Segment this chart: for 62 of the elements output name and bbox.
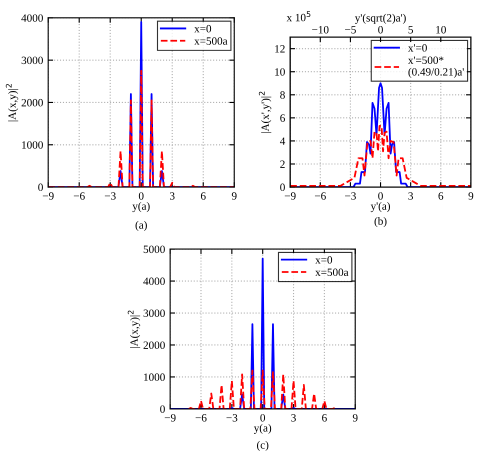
y-axis-title: |A(x',y')|$^{2}$ bbox=[258, 92, 272, 133]
x-tick-label: −6 bbox=[74, 192, 85, 200]
x-tick-label: −9 bbox=[42, 192, 54, 200]
x-axis-title: y(a) bbox=[132, 202, 150, 212]
text: (a) bbox=[136, 220, 147, 231]
x-tick-label: 3 bbox=[291, 414, 296, 422]
x2-axis-title: y'(sqrt(2)a') bbox=[354, 14, 406, 24]
y-tick-label: 3000 bbox=[22, 56, 43, 64]
y-tick-label: 4000 bbox=[143, 278, 165, 286]
x-tick-label: −3 bbox=[104, 192, 116, 200]
y-tick-label: 2000 bbox=[22, 98, 43, 106]
line-series bbox=[188, 370, 338, 409]
x2-tick-label: −10 bbox=[312, 26, 329, 34]
x-tick-label: 0 bbox=[260, 414, 266, 422]
x-tick-label: 6 bbox=[200, 192, 206, 200]
x-tick-label: 3 bbox=[408, 192, 414, 200]
x-tick-label: −3 bbox=[226, 414, 238, 422]
y-tick-label: 1000 bbox=[144, 373, 165, 381]
x-tick-label: 9 bbox=[232, 192, 237, 200]
x2-tick-label: 5 bbox=[408, 26, 414, 34]
x-axis-title: y(a) bbox=[254, 424, 272, 434]
legend-label: x'=0 bbox=[408, 44, 427, 52]
x2-tick-label: 10 bbox=[436, 26, 446, 34]
legend-label: x=500a bbox=[194, 37, 228, 45]
y-tick-label: 0 bbox=[280, 184, 285, 192]
x-axis-title: y'(a) bbox=[370, 202, 390, 212]
x-tick-label: −9 bbox=[164, 414, 176, 422]
y-tick-label: 0 bbox=[160, 405, 165, 413]
y-tick-label: 12 bbox=[275, 45, 285, 53]
x-tick-label: 6 bbox=[322, 414, 327, 422]
y-tick-label: 4 bbox=[280, 137, 286, 145]
x-tick-label: 9 bbox=[468, 192, 474, 200]
y-tick-label: 2 bbox=[280, 160, 285, 168]
x-tick-label: 3 bbox=[170, 192, 175, 200]
x2-tick-label: 0 bbox=[378, 26, 383, 34]
x2-tick-label: −5 bbox=[345, 26, 356, 34]
x-tick-label: −9 bbox=[284, 192, 296, 200]
x-tick-label: 0 bbox=[378, 192, 383, 200]
legend-label: x'=500* (0.49/0.21)a' bbox=[408, 56, 464, 78]
x-tick-label: −6 bbox=[196, 414, 207, 422]
y-tick-label: 10 bbox=[275, 68, 285, 76]
y-axis-title: |A(x,y)|$^{2}$ bbox=[128, 310, 140, 348]
y-tick-label: 8 bbox=[280, 91, 285, 99]
text: (c) bbox=[257, 440, 268, 451]
y-tick-label: 2000 bbox=[144, 341, 165, 349]
x-tick-label: −3 bbox=[345, 192, 356, 200]
legend-label: x=0 bbox=[315, 256, 332, 264]
y-axis-title: |A(x,y)|$^{2}$ bbox=[6, 84, 18, 122]
y-tick-label: 3000 bbox=[144, 309, 165, 317]
y-tick-label: 5000 bbox=[144, 246, 165, 254]
y-tick-label: 6 bbox=[280, 114, 285, 122]
y-tick-label: 1000 bbox=[22, 141, 43, 149]
text: (b) bbox=[374, 217, 387, 228]
x-tick-label: 0 bbox=[138, 192, 144, 200]
text: x 10$^{5}$ bbox=[286, 11, 310, 22]
x-tick-label: 9 bbox=[352, 414, 358, 422]
x-tick-label: −6 bbox=[314, 192, 326, 200]
legend-label: x=0 bbox=[194, 24, 212, 32]
y-tick-label: 4000 bbox=[21, 14, 43, 22]
x-tick-label: 6 bbox=[438, 192, 444, 200]
legend-label: x=500a bbox=[315, 268, 348, 276]
y-tick-label: 0 bbox=[38, 184, 43, 192]
